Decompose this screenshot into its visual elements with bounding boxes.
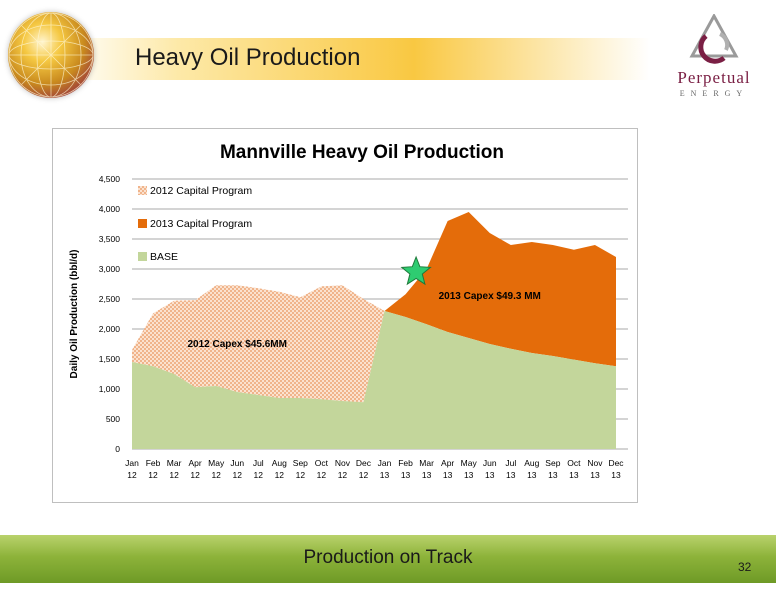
x-tick-label: Mar 12 [167,458,182,480]
legend-label: 2013 Capital Program [150,218,252,230]
x-tick-label: Apr 12 [189,458,202,480]
perpetual-logo-icon [689,14,739,64]
star-marker-icon [400,255,432,286]
x-tick-label: Oct 12 [315,458,329,480]
legend-swatch [138,252,147,261]
chart-title: Mannville Heavy Oil Production [220,142,504,163]
x-tick-label: Feb 13 [398,458,413,480]
legend-swatch [138,219,147,228]
x-tick-label: May 12 [208,458,225,480]
x-tick-label: Dec 12 [356,458,372,480]
x-tick-label: Sep 12 [293,458,308,480]
y-tick-label: 500 [106,414,120,424]
legend-label: BASE [150,251,178,263]
x-tick-label: Feb 12 [146,458,161,480]
y-tick-label: 2,000 [99,324,121,334]
y-axis-label: Daily Oil Production (bbl/d) [69,250,80,379]
y-tick-label: 1,000 [99,384,121,394]
x-tick-label: Aug 13 [524,458,539,480]
x-tick-label: Mar 13 [419,458,434,480]
x-tick-label: Apr 13 [441,458,454,480]
area-base [132,311,616,449]
x-tick-label: Jul 12 [253,458,264,480]
area-2013-capital-program [132,212,616,403]
logo-name: Perpetual [677,68,751,87]
area-2012-capital-program [132,285,616,403]
slide-title: Heavy Oil Production [135,44,361,71]
production-chart: Mannville Heavy Oil Production 0 500 1,000… [69,142,628,480]
legend-swatch [138,186,147,195]
x-tick-label: Jan 13 [378,458,392,480]
capex-annotation: 2012 Capex $45.6MM [187,339,287,350]
y-tick-label: 4,500 [99,174,121,184]
logo-sub: ENERGY [679,89,749,98]
y-tick-label: 4,000 [99,204,121,214]
x-tick-label: Nov 13 [587,458,603,480]
x-tick-label: Jul 13 [505,458,516,480]
title-band [60,38,650,80]
x-tick-label: Oct 13 [567,458,581,480]
x-tick-label: Sep 13 [545,458,560,480]
x-tick-label: Jan 12 [125,458,139,480]
y-tick-label: 0 [115,444,120,454]
footer-text: Production on Track [303,547,473,568]
y-tick-label: 2,500 [99,294,121,304]
capex-annotation: 2013 Capex $49.3 MM [439,291,541,302]
x-tick-label: Aug 12 [272,458,287,480]
legend-label: 2012 Capital Program [150,185,252,197]
x-tick-label: Nov 12 [335,458,351,480]
x-tick-label: Jun 13 [483,458,497,480]
footer-band [0,535,776,583]
y-tick-label: 3,500 [99,234,121,244]
x-tick-label: May 13 [461,458,478,480]
y-tick-label: 1,500 [99,354,121,364]
x-tick-label: Jun 12 [230,458,244,480]
y-tick-label: 3,000 [99,264,121,274]
globe-grid-icon [8,12,94,98]
page-number: 32 [738,560,752,574]
x-tick-label: Dec 13 [608,458,624,480]
